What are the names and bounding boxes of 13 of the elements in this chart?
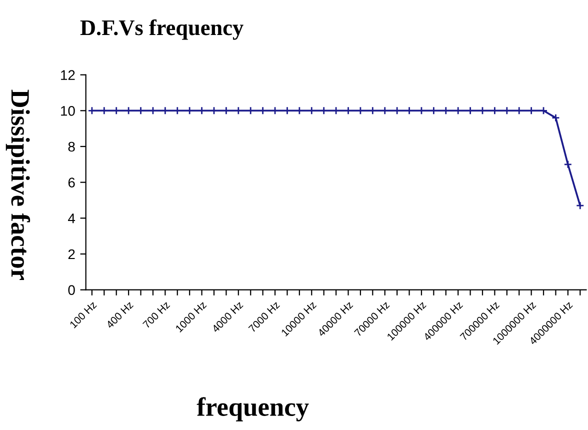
y-tick-label: 10 (61, 106, 75, 116)
y-tick-label: 6 (68, 178, 75, 188)
y-tick-label: 0 (68, 285, 75, 295)
x-axis-title: frequency (196, 397, 309, 422)
chart-title: D.F.Vs frequency (80, 19, 244, 40)
x-tick-label: 700 Hz (142, 300, 170, 329)
y-tick-label: 4 (68, 214, 76, 224)
y-tick-label: 2 (68, 249, 75, 260)
y-axis-title: Dissipitive factor (6, 90, 30, 280)
y-tick-label: 12 (61, 70, 75, 80)
x-tick-label: 100 Hz (69, 300, 97, 328)
y-tick-label: 8 (68, 142, 75, 152)
x-tick-label: 400 Hz (106, 300, 134, 329)
